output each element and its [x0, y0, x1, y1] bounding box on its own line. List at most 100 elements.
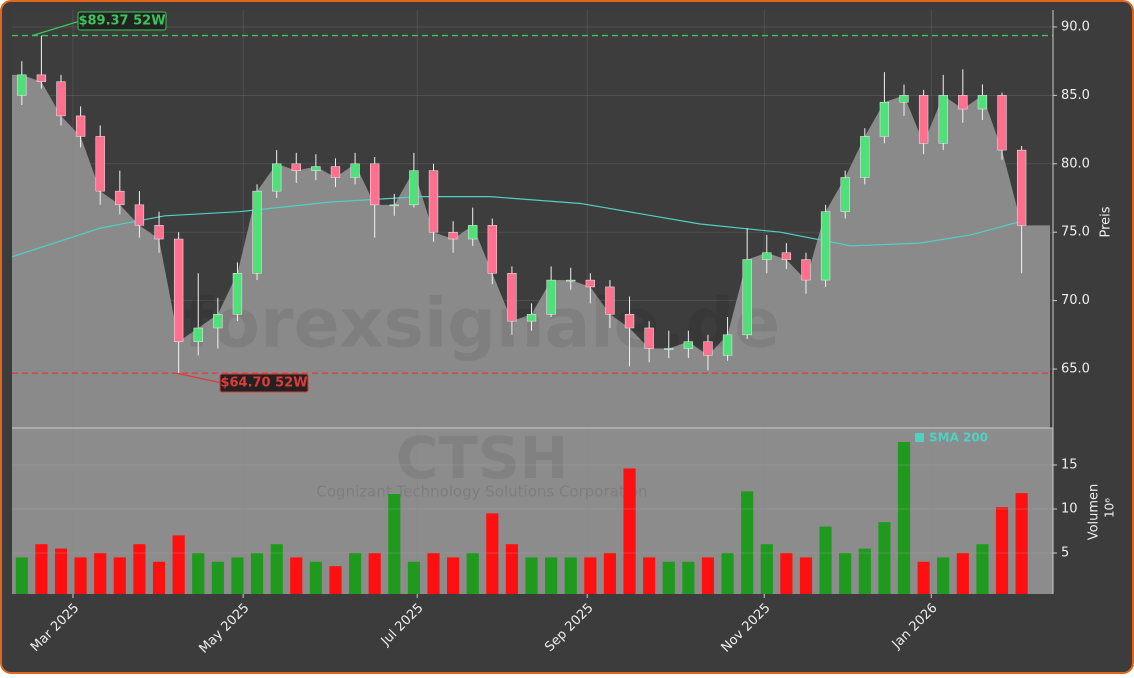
annotation-arrow [31, 20, 81, 37]
ticker-watermark: CTSH [396, 424, 568, 492]
sma-line [11, 196, 1022, 258]
volume-bar [407, 561, 420, 594]
volume-bar [447, 557, 460, 594]
candle-body [624, 314, 635, 329]
volume-bar [290, 557, 303, 594]
volume-bar [74, 557, 87, 594]
volume-bar [682, 561, 695, 594]
volume-bar [623, 468, 636, 594]
volume-bar [231, 557, 244, 594]
volume-bar [545, 557, 558, 594]
volume-bar [819, 526, 832, 594]
candle-body [1016, 149, 1027, 226]
candle-body [272, 163, 282, 192]
candle-body [546, 279, 556, 315]
volume-bar [525, 557, 538, 594]
candle-body [840, 177, 850, 212]
volume-bar [976, 544, 989, 594]
candle-body [566, 279, 576, 282]
annotation-arrow [175, 372, 223, 384]
candle-body [781, 252, 792, 260]
volume-bar [917, 561, 930, 594]
volume-bar [701, 557, 715, 594]
annotation-box [219, 373, 309, 393]
candle-body [526, 314, 537, 322]
volume-bar [15, 557, 28, 594]
legend-swatch [915, 433, 924, 442]
volume-bar [721, 552, 734, 594]
company-watermark: Cognizant Technology Solutions Corporati… [316, 483, 647, 501]
candle-body [193, 327, 203, 342]
candle-body [115, 190, 125, 206]
y-tick-label: 90.0 [1061, 19, 1090, 34]
y-axis-label: Preis [1099, 206, 1114, 237]
volume-bar [94, 552, 107, 594]
volume-bar [113, 557, 126, 594]
candle-body [350, 163, 360, 178]
volume-bar [486, 513, 499, 594]
volume-axis-label: Volumen [1087, 484, 1102, 541]
candle-body [428, 170, 439, 233]
volume-bar [937, 557, 950, 594]
volume-bar [780, 552, 793, 594]
candle-body [742, 259, 752, 336]
price-area [12, 74, 1050, 429]
volume-bar [54, 548, 68, 594]
volume-bar [799, 557, 813, 594]
volume-bar [897, 442, 911, 594]
candle-body [938, 95, 948, 144]
candle-body [585, 279, 595, 288]
annotation-box [77, 11, 167, 31]
volume-y-tick-label: 15 [1061, 457, 1078, 472]
candle-body [409, 170, 419, 206]
volume-bar [329, 566, 342, 594]
volume-bar [603, 552, 617, 594]
volume-bar [349, 552, 362, 594]
candle-body [899, 95, 909, 103]
volume-bar [192, 552, 205, 594]
candle-body [134, 204, 145, 226]
y-tick-label: 80.0 [1061, 156, 1090, 171]
volume-bar [211, 561, 224, 594]
volume-y-tick-label: 5 [1061, 545, 1069, 560]
candle-body [291, 163, 301, 171]
volume-bar [643, 557, 656, 594]
volume-bar [839, 552, 852, 594]
candle-body [232, 273, 243, 315]
volume-bar [1015, 493, 1028, 594]
candle-body [330, 166, 341, 178]
candle-body [154, 225, 164, 240]
y-tick-label: 85.0 [1061, 88, 1090, 103]
watermark: forexsignale.de [184, 285, 781, 364]
candle-body [879, 101, 890, 137]
candle-body [683, 341, 694, 349]
candle-body [75, 115, 86, 137]
candle-body [820, 211, 831, 281]
volume-bar [466, 552, 479, 594]
candle-body [213, 314, 223, 329]
volume-bar [662, 561, 675, 594]
candle-body [448, 231, 458, 240]
candle-body [977, 95, 988, 110]
candle-body [703, 341, 713, 356]
volume-bar [133, 544, 146, 594]
candle-body [370, 163, 380, 206]
candle-body [487, 225, 497, 274]
volume-bar [564, 557, 577, 594]
volume-bar [760, 544, 773, 594]
volume-y-tick-label: 10 [1061, 501, 1078, 516]
volume-bar [172, 535, 185, 594]
annotation-label: $89.37 52W [78, 14, 165, 29]
candle-body [664, 348, 674, 350]
volume-bar [368, 552, 381, 594]
candle-body [36, 74, 47, 82]
volume-bar [250, 552, 264, 594]
y-tick-label: 75.0 [1061, 225, 1090, 240]
candle-body [801, 259, 811, 281]
candle-body [762, 252, 772, 260]
candle-body [252, 190, 262, 274]
legend-label: SMA 200 [929, 431, 988, 445]
volume-bar [878, 522, 891, 594]
candle-body [722, 334, 733, 356]
